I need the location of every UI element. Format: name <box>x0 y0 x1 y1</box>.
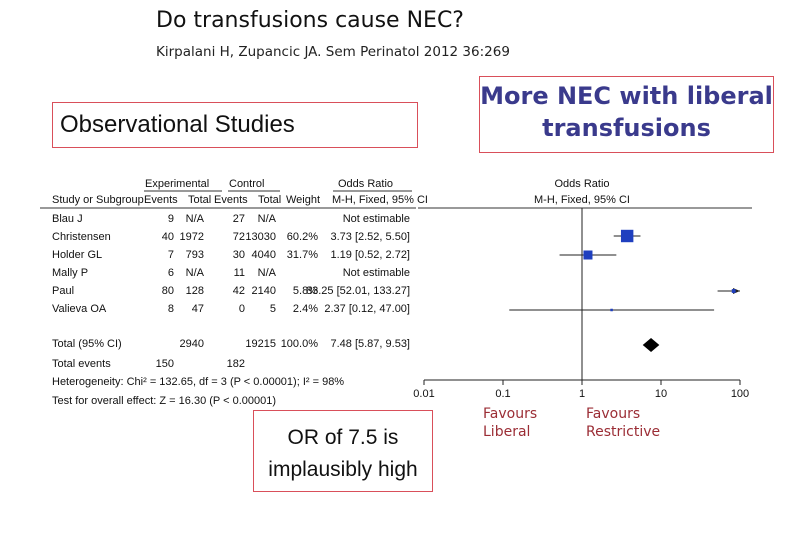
total-label: Total (95% CI) <box>52 338 122 350</box>
row-or-ci: 83.25 [52.01, 133.27] <box>306 285 410 297</box>
favours-restrictive-line1: Favours <box>586 406 641 422</box>
row-or-ci: Not estimable <box>343 267 410 279</box>
favours-restrictive-line2: Restrictive <box>586 424 661 440</box>
row-weight: 60.2% <box>287 231 318 243</box>
row-weight: 31.7% <box>287 249 318 261</box>
row-ctrl-events: 11 <box>234 267 245 279</box>
or-note-box <box>253 410 433 492</box>
favours-liberal-line2: Liberal <box>483 424 531 440</box>
row-or-ci: 3.73 [2.52, 5.50] <box>330 231 410 243</box>
total-weight: 100.0% <box>281 338 319 350</box>
x-tick-label: 10 <box>655 388 667 400</box>
col-exp-total: Total <box>188 194 211 206</box>
row-study: Valieva OA <box>52 303 107 315</box>
plot-header-method: M-H, Fixed, 95% CI <box>534 194 630 206</box>
row-weight: 5.8% <box>293 285 318 297</box>
row-exp-total: N/A <box>186 213 205 225</box>
x-tick-label: 0.1 <box>495 388 510 400</box>
x-tick-label: 1 <box>579 388 585 400</box>
row-exp-total: 47 <box>192 303 204 315</box>
row-exp-events: 80 <box>162 285 174 297</box>
row-ctrl-events: 0 <box>239 303 245 315</box>
point-estimate-square <box>610 308 613 312</box>
point-estimate-square <box>583 250 593 260</box>
slide-title: Do transfusions cause NEC? <box>156 8 464 33</box>
row-exp-total: N/A <box>186 267 205 279</box>
total-exp-total: 2940 <box>180 338 204 350</box>
more-nec-callout-line2: transfusions <box>542 114 711 142</box>
total-ctrl-total: 19215 <box>245 338 276 350</box>
row-weight: 2.4% <box>293 303 318 315</box>
row-ctrl-total: 5 <box>270 303 276 315</box>
col-weight: Weight <box>286 194 320 206</box>
row-ctrl-total: 13030 <box>245 231 276 243</box>
col-exp-events: Events <box>144 194 178 206</box>
x-tick-label: 0.01 <box>413 388 434 400</box>
row-study: Blau J <box>52 213 83 225</box>
overall-effect: Test for overall effect: Z = 16.30 (P < … <box>52 395 276 407</box>
or-note-line2: implausibly high <box>268 458 418 481</box>
row-study: Mally P <box>52 267 88 279</box>
row-ctrl-total: N/A <box>258 213 277 225</box>
row-ctrl-total: N/A <box>258 267 277 279</box>
row-exp-events: 7 <box>168 249 174 261</box>
or-note-line1: OR of 7.5 is <box>287 426 399 449</box>
row-exp-events: 40 <box>162 231 174 243</box>
header-odds-ratio-table: Odds Ratio <box>338 178 393 190</box>
row-ctrl-events: 27 <box>233 213 245 225</box>
total-events-exp: 150 <box>156 358 174 370</box>
more-nec-callout-line1: More NEC with liberal <box>480 82 773 110</box>
pooled-diamond <box>642 338 660 352</box>
favours-liberal-line1: Favours <box>483 406 538 422</box>
point-estimate-square <box>731 289 736 293</box>
forest-plot-area: 0.01 0.1 1 10 100 <box>413 208 749 400</box>
x-tick-label: 100 <box>731 388 749 400</box>
col-ctrl-total: Total <box>258 194 281 206</box>
header-control: Control <box>229 178 264 190</box>
col-ctrl-events: Events <box>214 194 248 206</box>
observational-studies-box <box>52 102 418 148</box>
point-estimate-square <box>620 229 634 243</box>
row-exp-events: 6 <box>168 267 174 279</box>
col-study: Study or Subgroup <box>52 194 144 206</box>
row-ctrl-events: 42 <box>233 285 245 297</box>
row-study: Paul <box>52 285 74 297</box>
header-experimental: Experimental <box>145 178 209 190</box>
citation: Kirpalani H, Zupancic JA. Sem Perinatol … <box>156 44 510 60</box>
row-exp-events: 9 <box>168 213 174 225</box>
row-ctrl-total: 4040 <box>252 249 276 261</box>
col-or-method: M-H, Fixed, 95% CI <box>332 194 428 206</box>
row-exp-events: 8 <box>168 303 174 315</box>
row-or-ci: Not estimable <box>343 213 410 225</box>
row-ctrl-events: 30 <box>233 249 245 261</box>
row-study: Holder GL <box>52 249 102 261</box>
row-exp-total: 793 <box>186 249 204 261</box>
total-events-label: Total events <box>52 358 111 370</box>
row-exp-total: 128 <box>186 285 204 297</box>
row-ctrl-events: 72 <box>233 231 245 243</box>
row-or-ci: 1.19 [0.52, 2.72] <box>330 249 410 261</box>
total-or-ci: 7.48 [5.87, 9.53] <box>330 338 410 350</box>
row-exp-total: 1972 <box>180 231 204 243</box>
row-or-ci: 2.37 [0.12, 47.00] <box>324 303 410 315</box>
plot-header-title: Odds Ratio <box>554 178 609 190</box>
total-events-ctrl: 182 <box>227 358 245 370</box>
more-nec-callout-box <box>479 76 774 153</box>
study-rows: Blau J 9 N/A 27 N/A Not estimable Christensen 4… <box>52 213 410 315</box>
heterogeneity: Heterogeneity: Chi² = 132.65, df = 3 (P … <box>52 376 344 388</box>
row-study: Christensen <box>52 231 111 243</box>
observational-studies-label: Observational Studies <box>60 111 295 138</box>
row-ctrl-total: 2140 <box>252 285 276 297</box>
